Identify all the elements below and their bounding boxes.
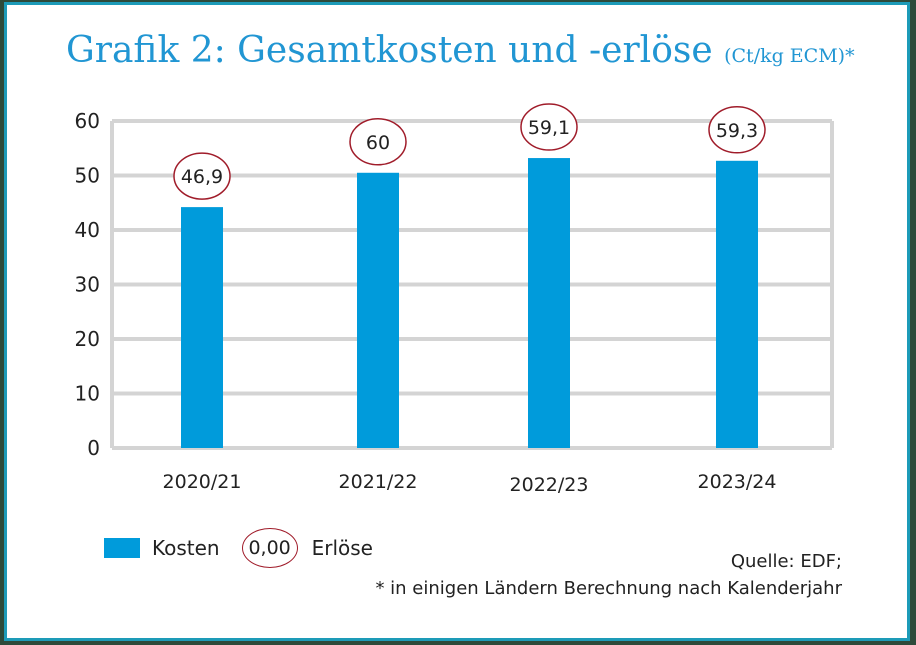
x-tick-label: 2020/21 (163, 471, 242, 493)
y-tick-label: 50 (75, 164, 100, 188)
erloese-circle (520, 103, 578, 151)
bar-kosten (181, 207, 223, 448)
erloese-circle (349, 118, 407, 166)
bar-kosten (716, 160, 758, 448)
title-text: Grafik 2: Gesamtkosten und -erlöse (66, 30, 713, 71)
erloese-value-label: 46,9 (181, 166, 223, 188)
title-unit: (Ct/kg ECM)* (724, 45, 855, 67)
bar-kosten (528, 158, 570, 448)
legend: Kosten 0,00 Erlöse (104, 528, 373, 568)
source-note: Quelle: EDF; * in einigen Ländern Berech… (375, 548, 842, 602)
erloese-value-label: 59,3 (716, 120, 758, 142)
y-tick-label: 0 (87, 436, 100, 460)
erloese-value-label: 60 (366, 132, 390, 154)
legend-label-kosten: Kosten (152, 536, 220, 560)
y-tick-label: 60 (75, 109, 100, 133)
source-text: Quelle: EDF; (730, 551, 842, 572)
bar-kosten (357, 172, 399, 448)
y-tick-label: 40 (75, 218, 100, 242)
legend-sample-value: 0,00 (248, 537, 291, 559)
erloese-value-label: 59,1 (528, 117, 570, 139)
x-tick-label: 2023/24 (698, 471, 777, 493)
chart-frame (4, 2, 910, 641)
x-tick-label: 2022/23 (510, 474, 589, 496)
legend-circle-erloese: 0,00 (241, 528, 298, 568)
erloese-circle (708, 106, 766, 154)
y-tick-label: 10 (75, 382, 100, 406)
legend-label-erloese: Erlöse (311, 536, 373, 560)
y-tick-label: 30 (75, 273, 100, 297)
legend-swatch-kosten (104, 538, 140, 558)
y-tick-label: 20 (75, 327, 100, 351)
x-tick-label: 2021/22 (339, 471, 418, 493)
erloese-circle (173, 152, 231, 200)
footnote-text: * in einigen Ländern Berechnung nach Kal… (375, 578, 842, 599)
chart-title: Grafik 2: Gesamtkosten und -erlöse (Ct/k… (66, 30, 855, 71)
